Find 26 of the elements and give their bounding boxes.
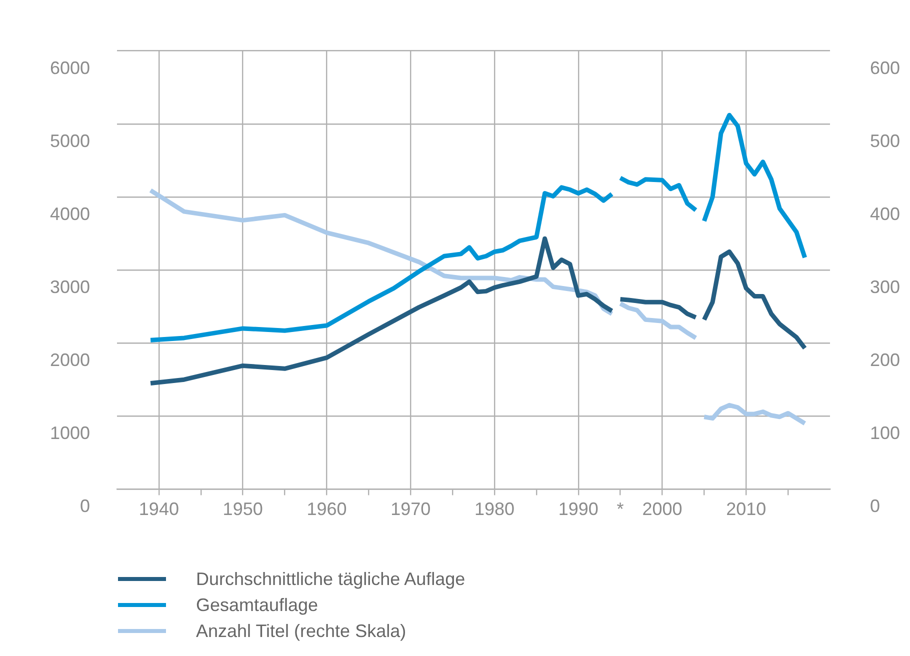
y-tick-label: 2000: [50, 350, 90, 370]
y-tick-label: 5000: [50, 130, 90, 151]
y2-tick-label: 0: [870, 496, 880, 516]
legend-label: Anzahl Titel (rechte Skala): [196, 620, 406, 642]
y2-tick-label: 300: [870, 276, 900, 297]
x-tick-label: 1980: [474, 498, 514, 519]
y-tick-label: 1000: [50, 423, 90, 444]
x-tick-label: 2000: [642, 498, 682, 519]
legend-label: Durchschnittliche tägliche Auflage: [196, 568, 466, 590]
x-tick-label: 1940: [138, 498, 179, 519]
x-tick-label: 1970: [390, 498, 431, 519]
x-tick-label: 1990: [558, 498, 598, 519]
y2-tick-label: 200: [870, 350, 900, 370]
x-tick-label: 1960: [306, 498, 347, 519]
y-tick-label: 3000: [50, 276, 90, 297]
y2-tick-label: 500: [870, 130, 900, 151]
x-tick-label: *: [616, 498, 624, 519]
legend-label: Gesamtauflage: [196, 594, 318, 616]
y-tick-label: 0: [80, 496, 90, 516]
y-tick-label: 4000: [50, 204, 90, 224]
y-tick-label: 6000: [50, 58, 90, 78]
x-tick-label: 2010: [726, 498, 766, 519]
y2-tick-label: 400: [870, 204, 900, 224]
y2-tick-label: 100: [870, 423, 900, 444]
y2-tick-label: 600: [870, 58, 900, 78]
x-tick-label: 1950: [222, 498, 263, 519]
